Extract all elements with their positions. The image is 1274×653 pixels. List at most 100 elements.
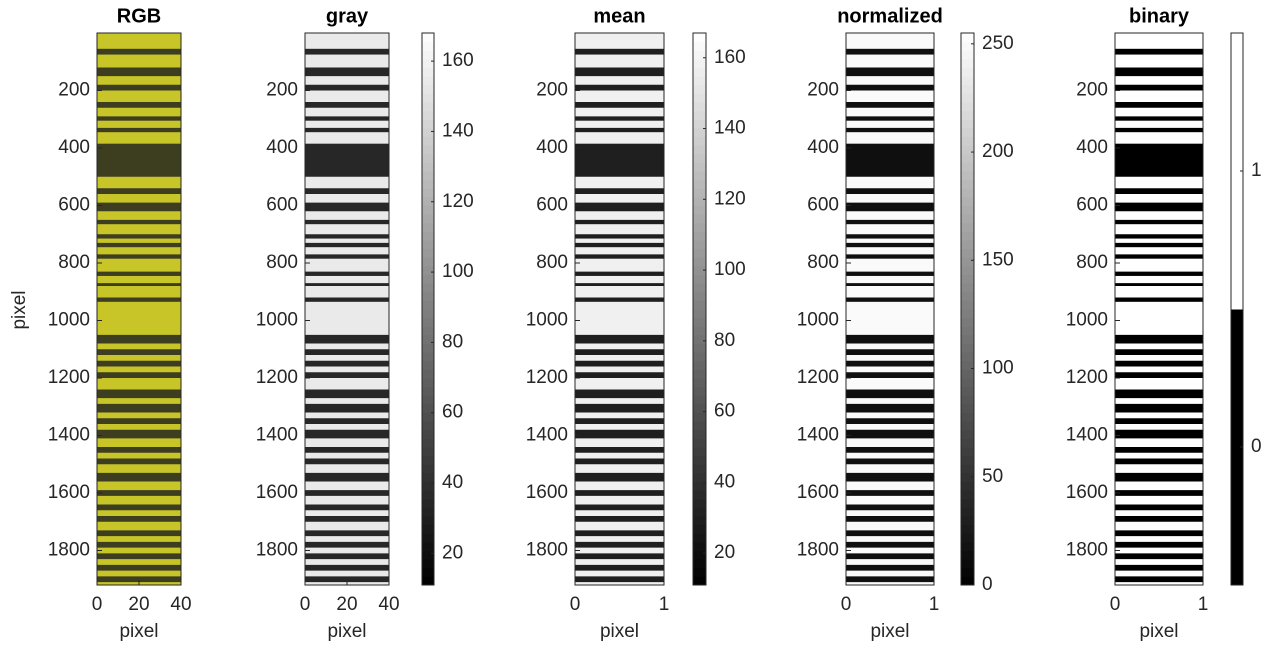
image-band xyxy=(846,254,934,258)
colorbar-swatch xyxy=(422,525,434,534)
colorbar-tick-label: 0 xyxy=(1251,436,1262,457)
panel-title: RGB xyxy=(117,5,161,27)
colorbar-swatch xyxy=(693,154,706,163)
colorbar-swatch xyxy=(422,447,434,456)
image-band xyxy=(97,459,181,465)
colorbar-swatch xyxy=(422,378,434,387)
image-band xyxy=(575,447,664,453)
y-tick-label: 800 xyxy=(58,252,90,273)
colorbar-swatch xyxy=(961,525,974,534)
colorbar-swatch xyxy=(422,430,434,439)
image-background xyxy=(1115,33,1203,585)
colorbar-swatch xyxy=(422,76,434,85)
image-band xyxy=(846,85,934,91)
image-band xyxy=(1115,361,1203,367)
colorbar-swatch xyxy=(693,456,706,465)
colorbar-swatch xyxy=(961,249,974,258)
colorbar-swatch xyxy=(693,111,706,120)
x-tick-label: 20 xyxy=(336,594,357,615)
colorbar-tick-label: 80 xyxy=(714,330,735,351)
image-band xyxy=(846,188,934,194)
y-tick-label: 1400 xyxy=(526,425,568,446)
image-band xyxy=(305,102,389,108)
colorbar-swatch xyxy=(961,499,974,508)
image-band xyxy=(97,234,181,238)
colorbar-swatch xyxy=(422,300,434,309)
image-band xyxy=(1115,335,1203,344)
image-band xyxy=(575,272,664,276)
colorbar-swatch xyxy=(422,507,434,516)
y-tick-label: 1400 xyxy=(256,425,298,446)
colorbar-swatch xyxy=(693,318,706,327)
x-tick-label: 1 xyxy=(659,594,670,615)
colorbar-swatch xyxy=(422,50,434,59)
image-band xyxy=(305,68,389,77)
image-band xyxy=(1115,85,1203,91)
image-band xyxy=(846,505,934,511)
colorbar-swatch xyxy=(422,128,434,137)
colorbar-swatch xyxy=(961,387,974,396)
colorbar-swatch xyxy=(961,188,974,197)
colorbar-swatch xyxy=(961,395,974,404)
colorbar-swatch xyxy=(961,352,974,361)
image-band xyxy=(846,116,934,120)
image-band xyxy=(1115,272,1203,276)
colorbar-swatch xyxy=(422,249,434,258)
y-tick-label: 1600 xyxy=(256,482,298,503)
y-tick-label: 1800 xyxy=(1066,540,1108,561)
colorbar-swatch xyxy=(693,68,706,77)
colorbar-swatch xyxy=(961,551,974,560)
y-tick-label: 1600 xyxy=(797,482,839,503)
colorbar-swatch xyxy=(693,490,706,499)
image-band xyxy=(846,565,934,571)
image-band xyxy=(575,85,664,91)
colorbar-swatch xyxy=(961,447,974,456)
colorbar-swatch xyxy=(961,300,974,309)
image-band xyxy=(97,516,181,522)
colorbar-swatch xyxy=(693,464,706,473)
colorbar-tick-label: 100 xyxy=(982,358,1014,379)
colorbar-swatch xyxy=(961,257,974,266)
colorbar-swatch xyxy=(961,369,974,378)
colorbar-swatch xyxy=(693,447,706,456)
image-band xyxy=(305,116,389,120)
image-band xyxy=(305,85,389,91)
image-band xyxy=(1115,188,1203,194)
colorbar-swatch xyxy=(422,464,434,473)
colorbar-swatch xyxy=(961,318,974,327)
y-tick-label: 600 xyxy=(1076,195,1108,216)
image-band xyxy=(846,490,934,496)
colorbar-swatch xyxy=(961,413,974,422)
image-band xyxy=(575,349,664,355)
colorbar-swatch xyxy=(693,42,706,51)
colorbar-swatch xyxy=(961,507,974,516)
image-band xyxy=(97,203,181,212)
colorbar-swatch xyxy=(693,162,706,171)
image-band xyxy=(575,565,664,571)
image-band xyxy=(305,283,389,286)
image-band xyxy=(305,335,389,344)
colorbar-swatch xyxy=(961,559,974,568)
image-band xyxy=(1115,404,1203,413)
image-band xyxy=(575,298,664,302)
colorbar-swatch xyxy=(693,516,706,525)
image-band xyxy=(1115,116,1203,120)
colorbar-tick-label: 140 xyxy=(442,120,474,141)
image-background xyxy=(305,33,389,585)
x-axis-label: pixel xyxy=(119,621,158,642)
colorbar-swatch xyxy=(961,68,974,77)
colorbar-tick-label: 100 xyxy=(442,261,474,282)
image-band xyxy=(846,430,934,439)
colorbar-swatch xyxy=(961,162,974,171)
colorbar-swatch xyxy=(961,197,974,206)
image-band xyxy=(97,418,181,424)
image-band xyxy=(846,390,934,399)
image-band xyxy=(305,349,389,355)
image-band xyxy=(97,272,181,276)
image-band xyxy=(575,144,664,177)
colorbar-swatch xyxy=(422,42,434,51)
colorbar-swatch xyxy=(961,231,974,240)
image-background xyxy=(575,33,664,585)
y-tick-label: 1000 xyxy=(797,310,839,331)
y-tick-label: 1400 xyxy=(1066,425,1108,446)
